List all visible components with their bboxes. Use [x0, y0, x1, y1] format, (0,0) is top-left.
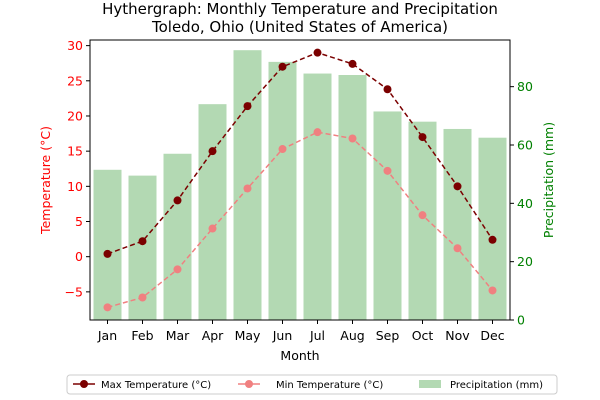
precipitation-bars: [93, 50, 507, 321]
x-tick-label-may: May: [235, 328, 261, 343]
precip-bar-oct: [408, 121, 437, 321]
x-tick-label-dec: Dec: [480, 328, 504, 343]
min-temp-line: [107, 131, 494, 309]
max-temp-point-apr: [208, 147, 217, 156]
precip-bar-nov: [443, 128, 472, 320]
precip-bar-jan: [93, 169, 122, 320]
right-axis: 0 20 40 60 80: [510, 79, 533, 328]
precip-bar-aug: [338, 75, 367, 320]
x-tick-label-mar: Mar: [166, 328, 190, 343]
max-temp-point-oct: [418, 133, 427, 142]
max-temp-point-mar: [173, 196, 182, 205]
min-temp-point-jan: [103, 303, 112, 312]
max-temp-line: [107, 51, 494, 255]
max-temp-point-aug: [348, 59, 357, 68]
chart-title-line1: Hythergraph: Monthly Temperature and Pre…: [102, 0, 498, 18]
right-tick-label: 20: [517, 254, 533, 269]
x-tick-label-apr: Apr: [202, 328, 224, 343]
x-tick-label-jan: Jan: [97, 328, 117, 343]
legend: Max Temperature (°C) Min Temperature (°C…: [66, 374, 558, 395]
max-temp-point-dec: [488, 235, 497, 244]
left-tick-label: 30: [67, 38, 83, 53]
x-tick-label-aug: Aug: [340, 328, 364, 343]
min-temp-point-oct: [418, 211, 427, 220]
max-temp-point-jan: [103, 249, 112, 258]
legend-box: [66, 374, 558, 395]
precip-bar-mar: [163, 153, 192, 320]
min-temp-point-mar: [173, 265, 182, 274]
left-tick-label: 0: [75, 249, 83, 264]
y-axis-right-label: Precipitation (mm): [541, 122, 556, 238]
legend-min-marker: [245, 380, 253, 388]
chart-title-line2: Toledo, Ohio (United States of America): [151, 18, 448, 36]
x-tick-label-oct: Oct: [412, 328, 434, 343]
left-tick-label: −5: [65, 284, 83, 299]
precip-bar-sep: [373, 111, 402, 320]
min-temp-point-jun: [278, 145, 287, 154]
precip-bar-jun: [268, 61, 297, 320]
left-tick-label: 25: [67, 73, 83, 88]
min-temp-point-jul: [313, 128, 322, 137]
right-tick-label: 80: [517, 79, 533, 94]
left-tick-label: 5: [75, 214, 83, 229]
min-temp-point-dec: [488, 286, 497, 295]
x-tick-label-sep: Sep: [376, 328, 400, 343]
min-temp-point-feb: [138, 293, 147, 302]
y-axis-left-label: Temperature (°C): [38, 126, 53, 235]
max-temp-point-sep: [383, 85, 392, 94]
max-temp-point-nov: [453, 182, 462, 191]
max-temp-point-jul: [313, 48, 322, 57]
x-tick-label-feb: Feb: [131, 328, 153, 343]
plot-frame: [89, 39, 511, 321]
max-temp-point-may: [243, 102, 252, 111]
legend-precip-label: Precipitation (mm): [450, 380, 543, 391]
max-temp-point-feb: [138, 237, 147, 246]
x-tick-label-jun: Jun: [272, 328, 293, 343]
min-temp-point-nov: [453, 244, 462, 253]
x-axis: Jan Feb Mar Apr May Jun Jul Aug Sep Oct Nov Dec: [97, 320, 505, 343]
left-tick-label: 15: [67, 144, 83, 159]
right-tick-label: 0: [517, 313, 525, 328]
left-axis: −5 0 5 10 15 20 25 30: [65, 38, 90, 299]
legend-max-marker: [80, 380, 88, 388]
legend-min-label: Min Temperature (°C): [276, 380, 383, 391]
right-tick-label: 40: [517, 196, 533, 211]
min-temp-point-may: [243, 184, 252, 193]
x-tick-label-nov: Nov: [445, 328, 470, 343]
x-tick-label-jul: Jul: [309, 328, 325, 343]
precip-bar-apr: [198, 104, 227, 321]
x-axis-label: Month: [280, 348, 319, 363]
min-temp-point-apr: [208, 224, 217, 233]
legend-precip-swatch: [419, 380, 441, 388]
legend-max-label: Max Temperature (°C): [101, 380, 211, 391]
min-temp-point-sep: [383, 166, 392, 175]
precip-bar-jul: [303, 73, 332, 321]
temperature-lines: [103, 48, 497, 312]
left-tick-label: 10: [67, 179, 83, 194]
max-temp-point-jun: [278, 62, 287, 71]
min-temp-point-aug: [348, 134, 357, 143]
left-tick-label: 20: [67, 108, 83, 123]
right-tick-label: 60: [517, 138, 533, 153]
